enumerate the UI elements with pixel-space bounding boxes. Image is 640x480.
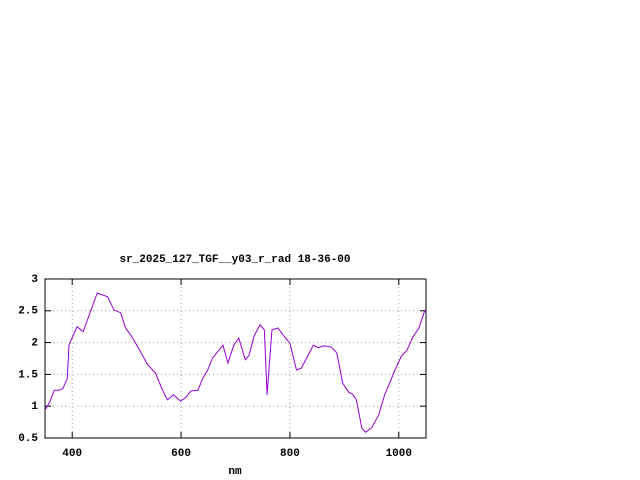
- x-tick-label: 800: [280, 448, 300, 460]
- y-tick-label: 1.5: [18, 369, 38, 381]
- x-tick-label: 400: [62, 448, 82, 460]
- x-tick-label: 600: [171, 448, 191, 460]
- x-axis-label: nm: [228, 466, 242, 478]
- y-tick-label: 0.5: [18, 433, 38, 445]
- y-tick-label: 1: [31, 401, 38, 413]
- data-line: [44, 292, 426, 433]
- y-tick-label: 3: [31, 274, 38, 286]
- chart-title: sr_2025_127_TGF__y03_r_rad 18-36-00: [119, 254, 350, 266]
- y-tick-label: 2.5: [18, 306, 38, 318]
- plot-border: [44, 278, 427, 439]
- x-tick-label: 1000: [386, 448, 412, 460]
- y-tick-label: 2: [31, 338, 38, 350]
